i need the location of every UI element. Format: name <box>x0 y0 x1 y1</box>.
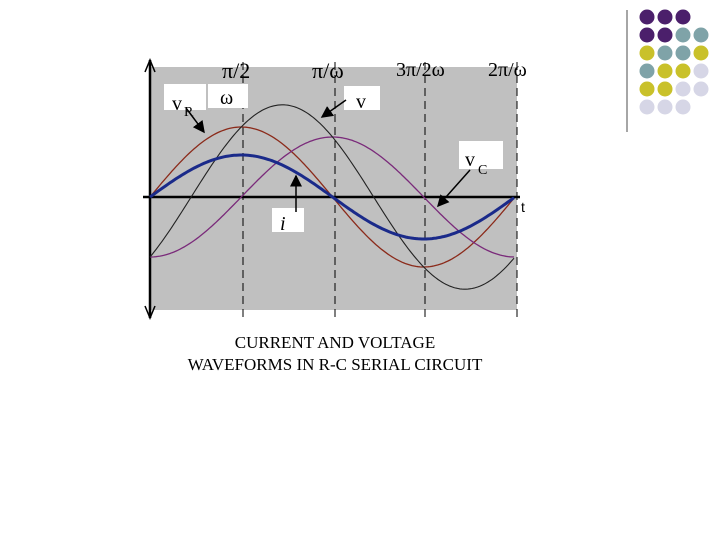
dot <box>639 45 655 61</box>
dot <box>639 9 655 25</box>
waveform <box>149 104 515 290</box>
time-label: π/ω <box>312 58 344 83</box>
curve-label: i <box>280 213 286 235</box>
label-box <box>459 141 503 169</box>
dot <box>693 63 709 79</box>
waveform <box>149 153 515 241</box>
dot <box>639 81 655 97</box>
dot <box>675 45 691 61</box>
dot <box>657 45 673 61</box>
dot <box>675 9 691 25</box>
caption: CURRENT AND VOLTAGE <box>235 333 435 352</box>
label-box <box>208 84 248 108</box>
waveforms <box>149 104 515 290</box>
time-label: 3π/2ω <box>396 59 445 81</box>
y-axis-arrows <box>144 58 156 320</box>
dot <box>675 27 691 43</box>
curve-label-sub: C <box>478 163 487 178</box>
dot <box>693 81 709 97</box>
label-box <box>272 208 304 232</box>
dot <box>675 81 691 97</box>
curve-label: v <box>465 149 475 171</box>
label-box <box>164 84 206 110</box>
dot <box>657 81 673 97</box>
dot <box>639 63 655 79</box>
dot-grid <box>639 9 709 115</box>
dot <box>657 99 673 115</box>
dot <box>639 27 655 43</box>
caption: WAVEFORMS IN R-C SERIAL CIRCUIT <box>188 355 483 374</box>
dot <box>675 63 691 79</box>
time-label: 2π/ω <box>488 59 527 81</box>
dot <box>675 99 691 115</box>
dot <box>693 27 709 43</box>
arrow <box>320 99 347 118</box>
dot <box>693 45 709 61</box>
time-label: π/2 <box>222 58 250 83</box>
dot <box>657 27 673 43</box>
arrow <box>437 169 471 208</box>
arrow <box>185 107 205 134</box>
curve-label: v <box>172 93 182 115</box>
curve-label: v <box>356 91 366 113</box>
dot <box>639 99 655 115</box>
label-box <box>344 86 380 110</box>
axis-label: t <box>521 199 525 215</box>
dot <box>657 9 673 25</box>
time-label: ω <box>220 87 233 109</box>
dot <box>657 63 673 79</box>
